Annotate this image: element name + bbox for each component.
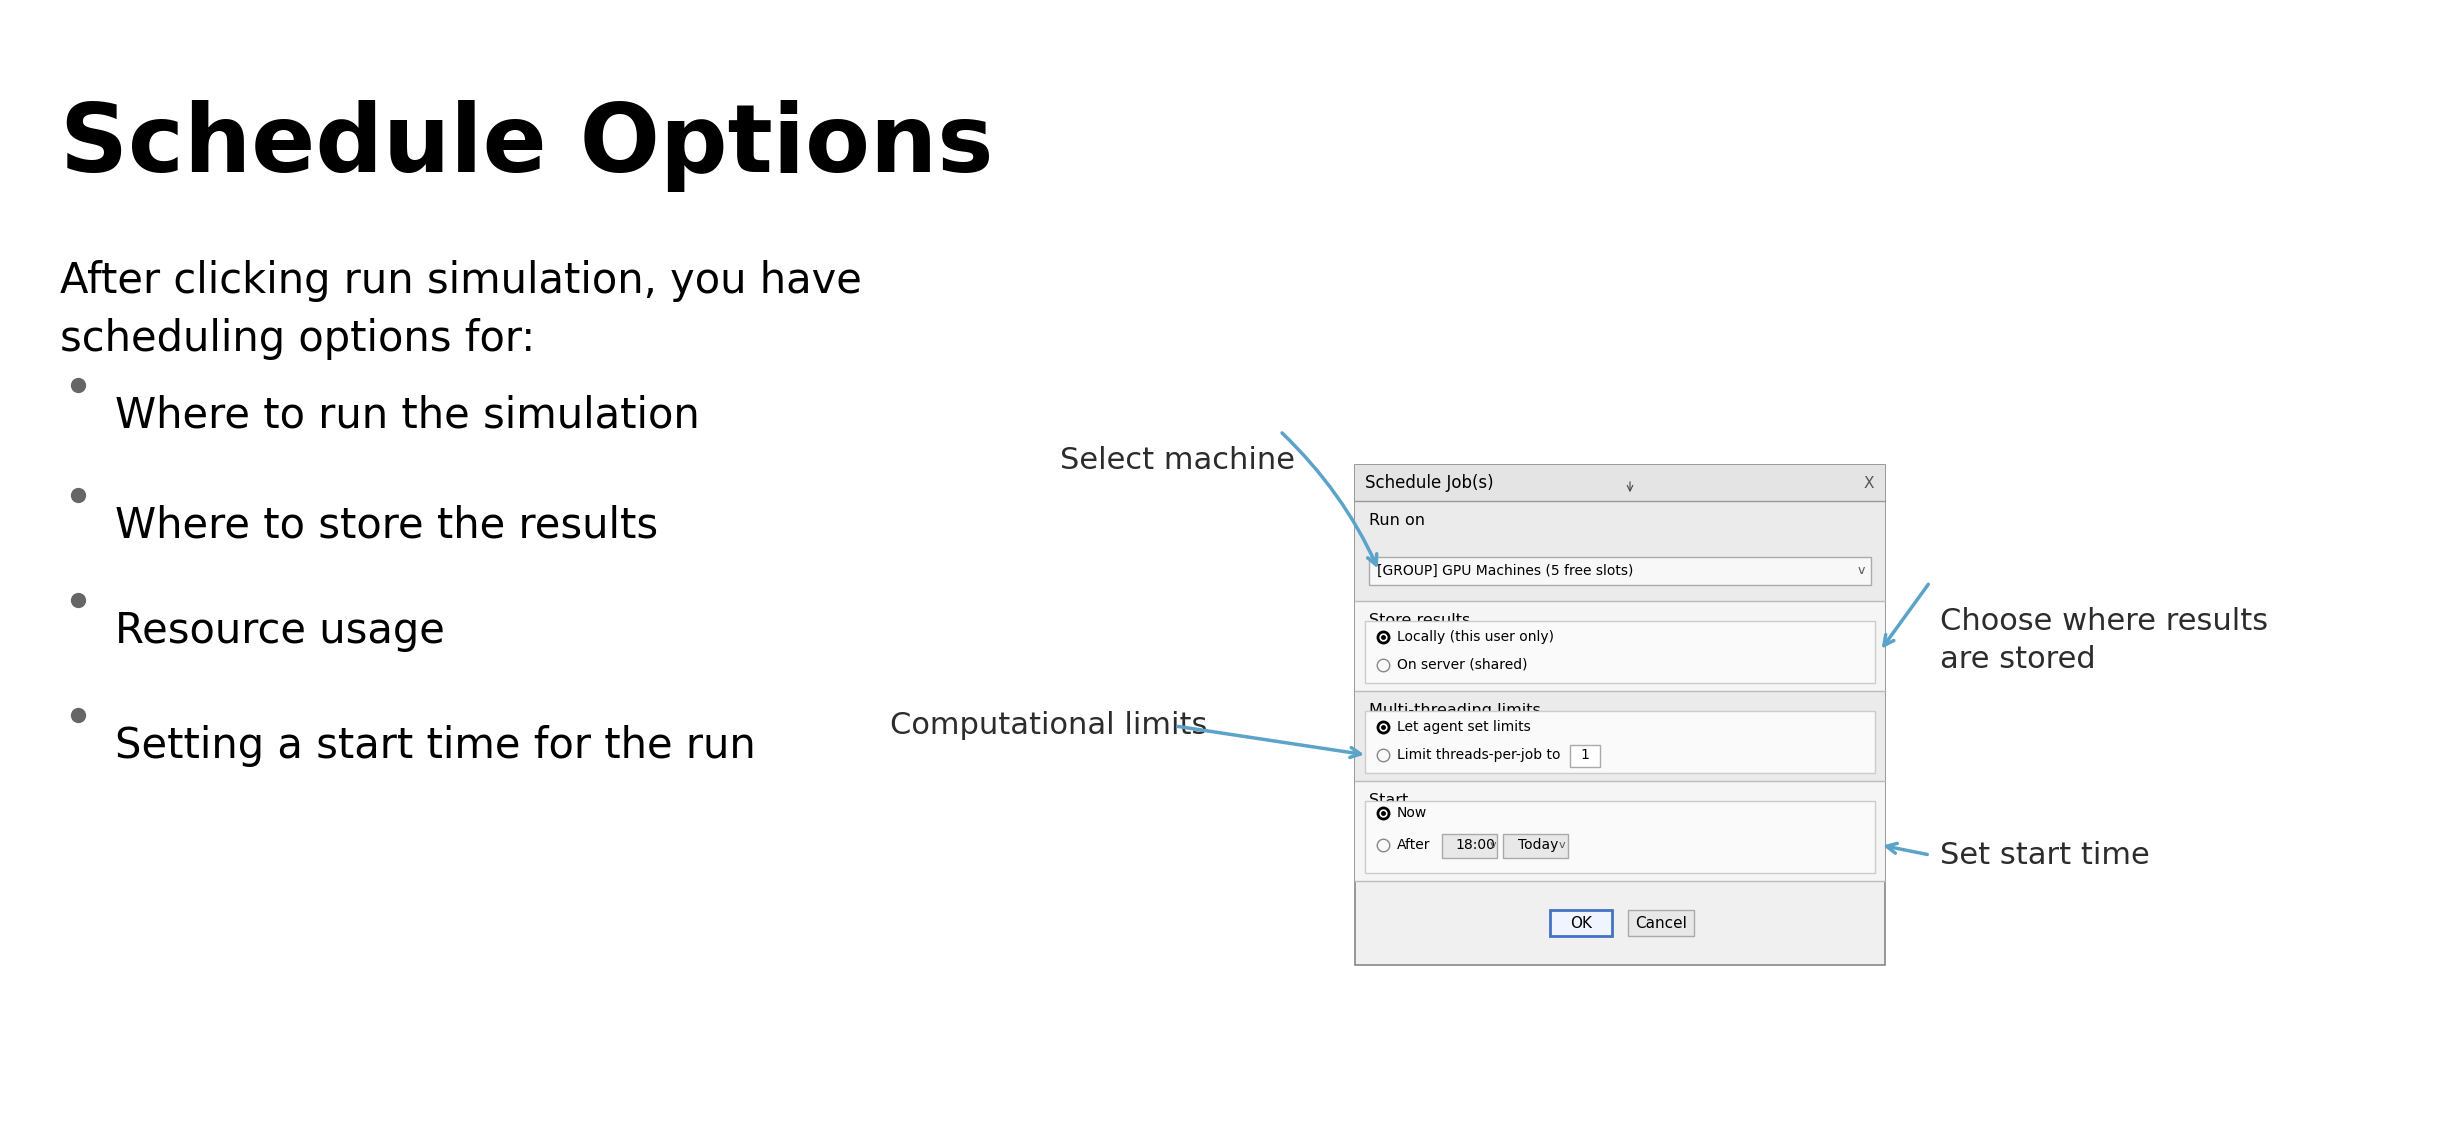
Text: OK: OK — [1570, 915, 1592, 930]
Text: Start: Start — [1370, 793, 1409, 808]
Text: Locally (this user only): Locally (this user only) — [1397, 630, 1553, 644]
Text: Multi-threading limits: Multi-threading limits — [1370, 703, 1541, 718]
FancyBboxPatch shape — [1370, 557, 1870, 585]
Text: Where to run the simulation: Where to run the simulation — [115, 394, 700, 437]
FancyBboxPatch shape — [1356, 465, 1885, 500]
FancyBboxPatch shape — [1356, 500, 1885, 601]
FancyBboxPatch shape — [1502, 834, 1568, 858]
FancyBboxPatch shape — [1365, 711, 1875, 773]
FancyBboxPatch shape — [1551, 910, 1612, 936]
Text: Resource usage: Resource usage — [115, 610, 444, 652]
Text: Choose where results
are stored: Choose where results are stored — [1941, 606, 2267, 674]
Text: Cancel: Cancel — [1636, 915, 1687, 930]
Text: After: After — [1397, 838, 1431, 852]
FancyBboxPatch shape — [1356, 691, 1885, 781]
FancyBboxPatch shape — [1356, 781, 1885, 881]
Text: X: X — [1863, 475, 1875, 490]
Text: [GROUP] GPU Machines (5 free slots): [GROUP] GPU Machines (5 free slots) — [1377, 564, 1633, 578]
Text: Run on: Run on — [1370, 513, 1424, 528]
Text: Setting a start time for the run: Setting a start time for the run — [115, 725, 756, 767]
Text: 18:00: 18:00 — [1455, 838, 1494, 852]
FancyBboxPatch shape — [1629, 910, 1694, 936]
Text: v: v — [1858, 564, 1865, 578]
Text: Today: Today — [1519, 838, 1558, 852]
Text: Where to store the results: Where to store the results — [115, 505, 658, 547]
Text: Schedule Job(s): Schedule Job(s) — [1365, 474, 1494, 492]
Text: v: v — [1558, 840, 1565, 850]
FancyBboxPatch shape — [1365, 801, 1875, 873]
Text: v: v — [1490, 840, 1497, 850]
FancyBboxPatch shape — [1365, 621, 1875, 683]
Text: Schedule Options: Schedule Options — [61, 100, 995, 192]
Text: Limit threads-per-job to: Limit threads-per-job to — [1397, 748, 1560, 762]
FancyBboxPatch shape — [1356, 601, 1885, 691]
Text: On server (shared): On server (shared) — [1397, 658, 1529, 671]
Text: Store results: Store results — [1370, 613, 1470, 628]
Text: Select machine: Select machine — [1061, 446, 1295, 475]
FancyBboxPatch shape — [1441, 834, 1497, 858]
Text: Set start time: Set start time — [1941, 840, 2150, 870]
Text: After clicking run simulation, you have
scheduling options for:: After clicking run simulation, you have … — [61, 260, 863, 360]
Text: Computational limits: Computational limits — [890, 711, 1207, 741]
Text: 1: 1 — [1580, 748, 1590, 762]
Text: Now: Now — [1397, 806, 1426, 820]
FancyBboxPatch shape — [1356, 465, 1885, 964]
Text: Let agent set limits: Let agent set limits — [1397, 720, 1531, 734]
FancyBboxPatch shape — [1570, 746, 1599, 767]
